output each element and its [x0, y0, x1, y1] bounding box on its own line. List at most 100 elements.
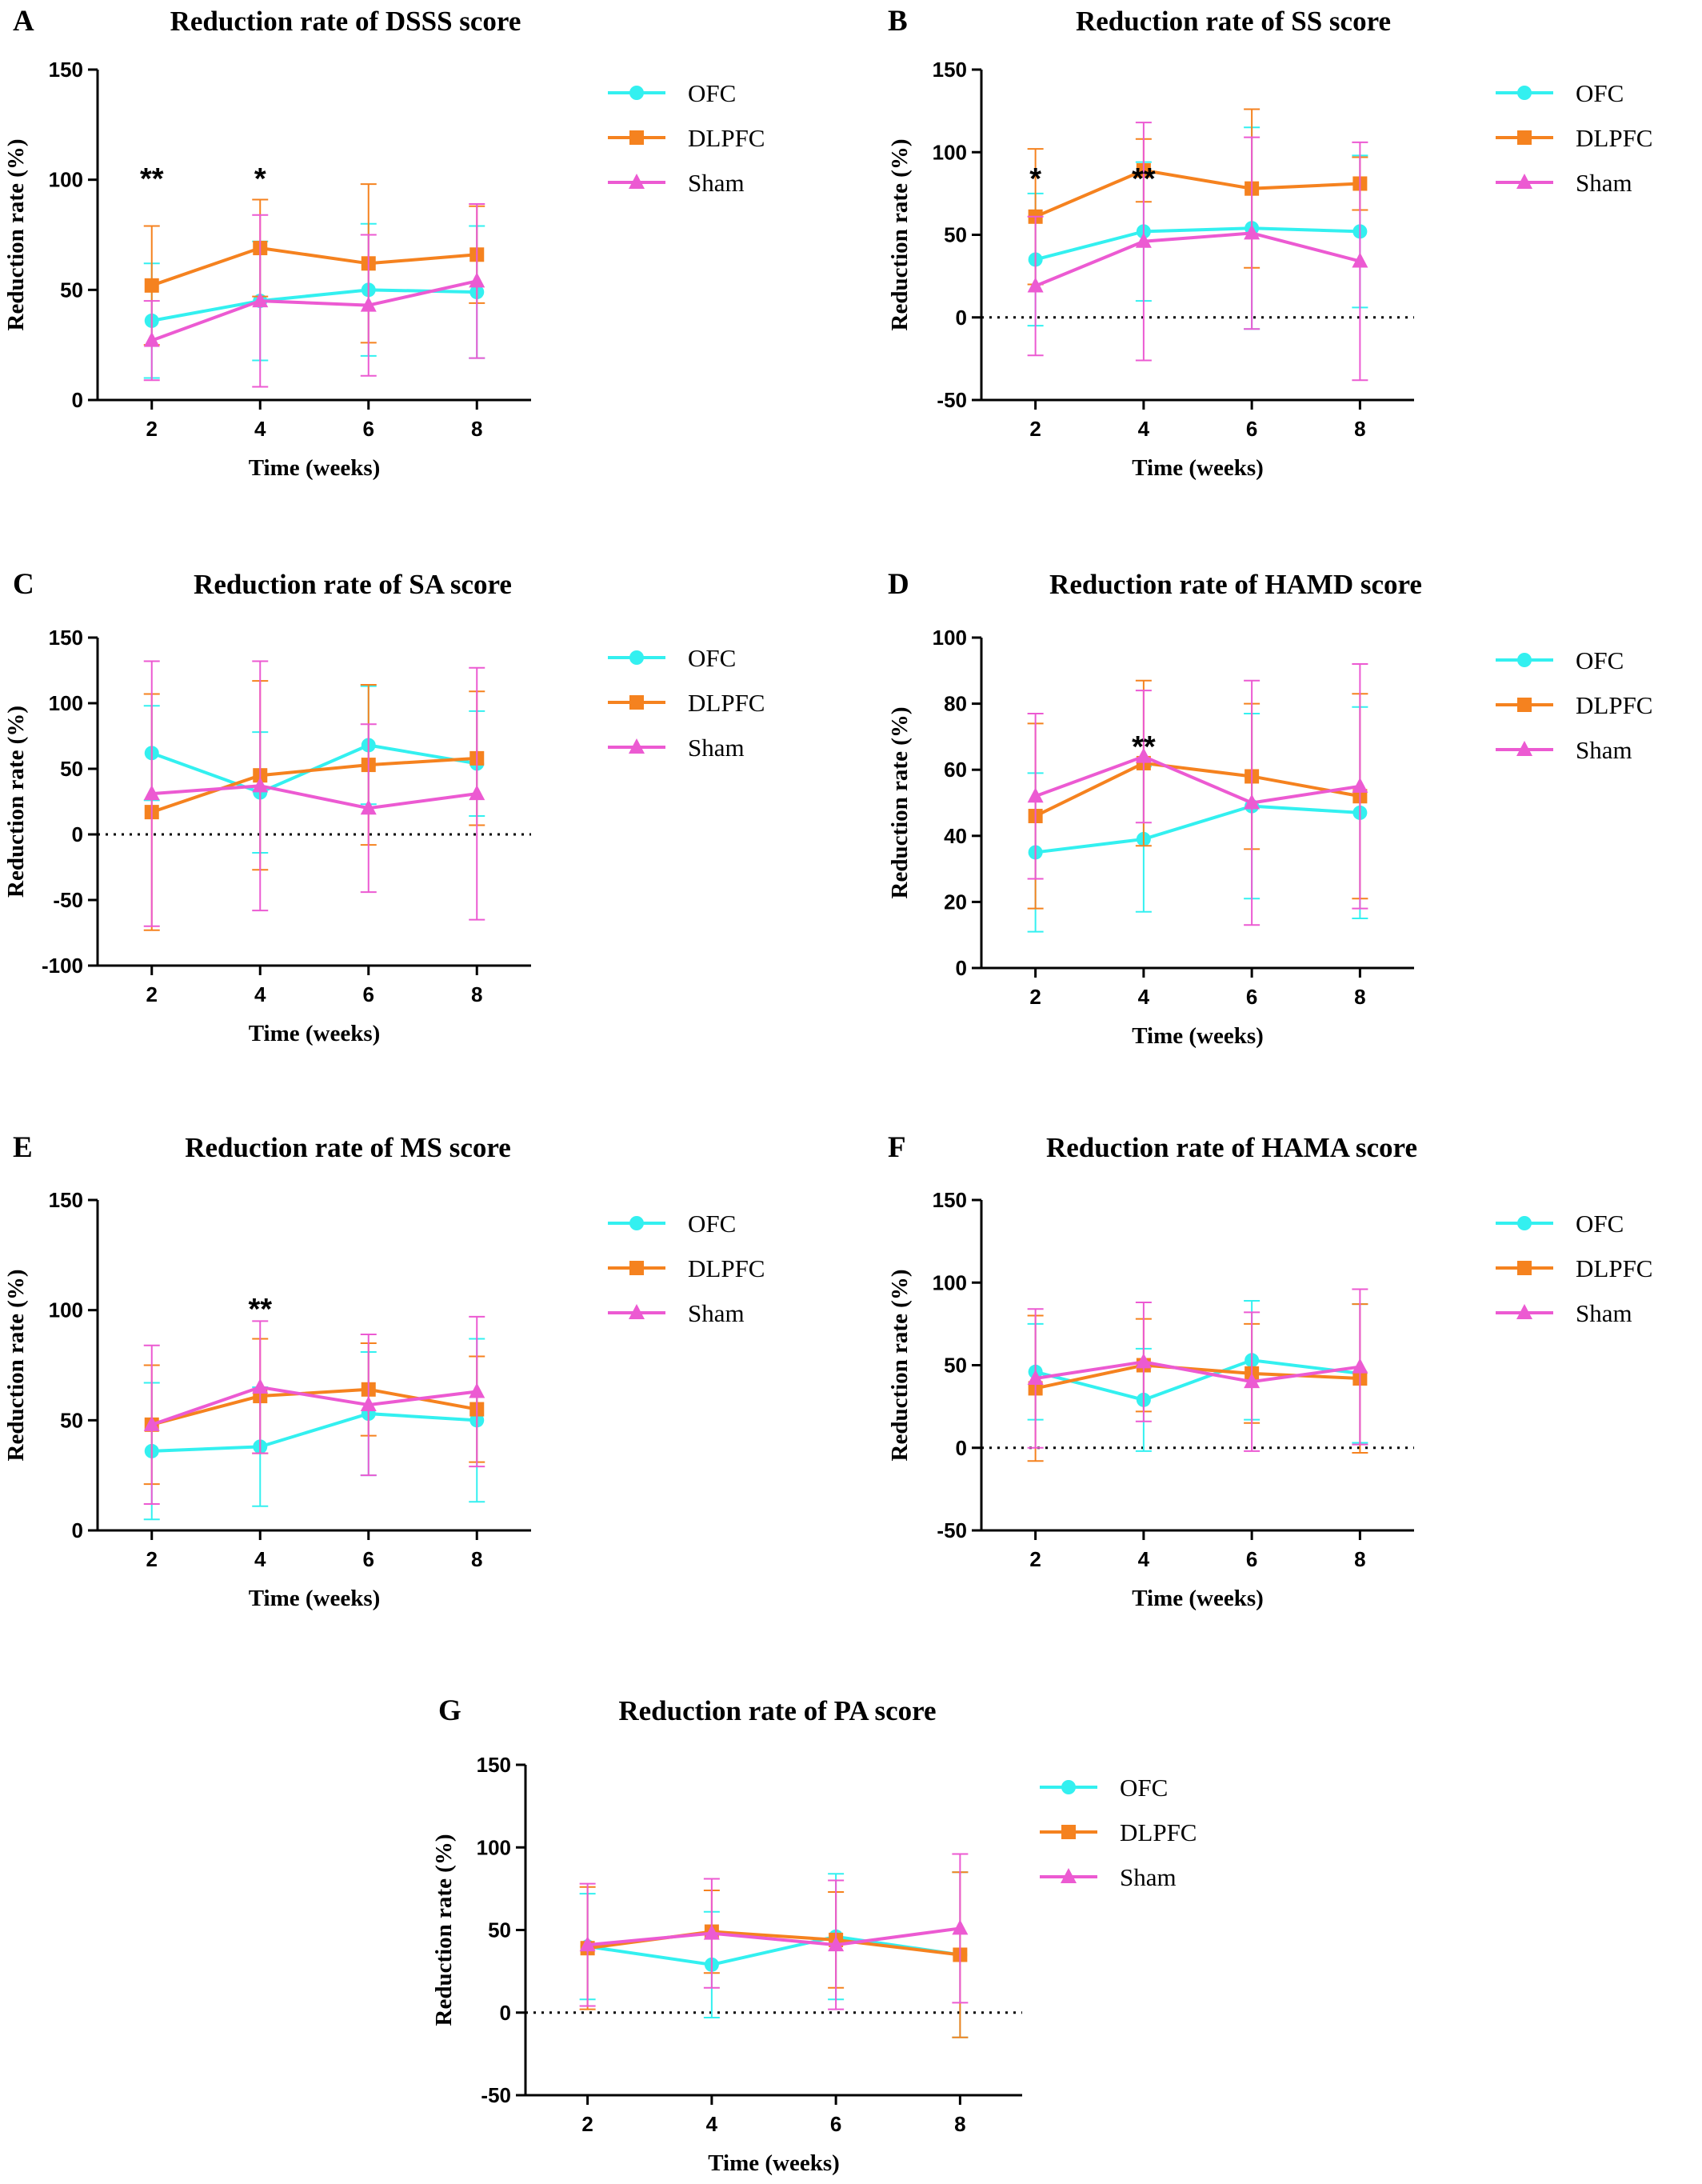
significance-marker: * — [254, 162, 266, 196]
x-tick-label: 6 — [363, 1547, 374, 1571]
y-tick-label: -50 — [937, 1518, 967, 1542]
x-tick-label: 8 — [471, 982, 482, 1006]
y-tick-label: 150 — [49, 626, 83, 650]
series-dlpfc — [1027, 679, 1368, 910]
x-axis-label: Time (weeks) — [1132, 455, 1264, 481]
legend-label: DLPFC — [1576, 691, 1652, 719]
chart-title: Reduction rate of SA score — [194, 569, 512, 600]
data-point — [143, 331, 160, 347]
legend-label: OFC — [688, 644, 736, 672]
y-tick-label: 50 — [60, 278, 83, 302]
y-tick-label: 0 — [72, 1518, 83, 1542]
y-tick-label: -50 — [53, 888, 83, 912]
significance-marker: ** — [248, 1293, 272, 1326]
y-tick-label: 0 — [956, 956, 967, 980]
x-tick-label: 2 — [1029, 1547, 1041, 1571]
series-line — [1035, 226, 1360, 262]
legend-marker — [1517, 653, 1532, 667]
x-tick-label: 4 — [1138, 985, 1150, 1009]
data-point — [952, 1919, 969, 1935]
data-point — [1244, 224, 1261, 240]
y-tick-label: 0 — [72, 822, 83, 846]
series-ofc — [143, 222, 485, 379]
legend-marker — [629, 1261, 644, 1275]
series-sham — [143, 202, 485, 388]
x-tick-label: 6 — [1246, 1547, 1257, 1571]
series-line — [587, 1926, 961, 1947]
x-axis-label: Time (weeks) — [708, 2150, 840, 2176]
x-tick-label: 2 — [1029, 985, 1041, 1009]
y-tick-label: 50 — [60, 757, 83, 781]
legend-label: OFC — [1120, 1774, 1168, 1802]
panel-letter: D — [888, 568, 909, 601]
series-line — [151, 1412, 477, 1453]
y-axis-label: Reduction rate (%) — [887, 138, 913, 330]
y-axis-label: Reduction rate (%) — [3, 138, 29, 330]
legend-marker — [1517, 1216, 1532, 1230]
legend-label: Sham — [688, 169, 745, 197]
series-line — [587, 1934, 961, 1966]
legend-label: Sham — [688, 734, 745, 762]
legend: OFC DLPFC Sham — [1496, 79, 1652, 197]
y-tick-label: 0 — [72, 388, 83, 412]
legend-label: DLPFC — [688, 124, 765, 152]
series-ofc — [1027, 706, 1368, 933]
panel-letter: B — [888, 5, 908, 38]
chart-title: Reduction rate of HAMD score — [1049, 569, 1422, 600]
y-axis-label: Reduction rate (%) — [3, 1269, 29, 1461]
data-point — [252, 1378, 269, 1394]
series-sham — [579, 1853, 969, 2010]
data-point — [1135, 747, 1152, 763]
y-tick-label: 50 — [944, 1354, 967, 1378]
x-tick-label: 8 — [471, 417, 482, 441]
y-tick-label: 100 — [933, 626, 967, 650]
legend-label: Sham — [1120, 1863, 1177, 1891]
series-ofc — [143, 1338, 485, 1521]
x-axis-label: Time (weeks) — [1132, 1586, 1264, 1611]
legend-label: OFC — [1576, 79, 1624, 107]
series-dlpfc — [143, 680, 485, 931]
legend-marker — [1516, 741, 1532, 756]
data-point — [360, 296, 377, 312]
y-tick-label: 100 — [477, 1835, 511, 1859]
legend: OFC DLPFC Sham — [1040, 1774, 1197, 1891]
legend-marker — [1517, 86, 1532, 100]
data-point — [469, 272, 485, 288]
series-line — [1035, 1360, 1360, 1384]
y-axis-label: Reduction rate (%) — [887, 706, 913, 898]
legend-marker — [1516, 174, 1532, 189]
panel-e: E Reduction rate of MS score 0 50 100 150 2 4 6 8… — [3, 1131, 765, 1611]
x-tick-label: 8 — [1354, 417, 1365, 441]
panel-letter: E — [13, 1131, 33, 1164]
legend-marker — [629, 1304, 645, 1319]
data-point — [828, 1936, 845, 1952]
y-tick-label: -50 — [481, 2083, 511, 2107]
panel-letter: G — [438, 1694, 461, 1727]
x-tick-label: 2 — [146, 982, 158, 1006]
data-point — [1352, 1358, 1368, 1374]
y-tick-label: 150 — [933, 1188, 967, 1212]
panel-letter: A — [13, 5, 34, 38]
legend-label: OFC — [688, 79, 736, 107]
x-tick-label: 6 — [1246, 417, 1257, 441]
series-line — [151, 246, 477, 287]
series-line — [1035, 1363, 1360, 1390]
data-point — [1027, 277, 1044, 293]
panel-f: F Reduction rate of HAMA score -50 0 50 100 15… — [887, 1131, 1652, 1611]
data-point — [1352, 252, 1368, 268]
y-tick-label: 0 — [956, 306, 967, 330]
legend-marker — [1517, 698, 1532, 712]
legend-label: OFC — [688, 1210, 736, 1238]
y-tick-label: 0 — [956, 1436, 967, 1460]
x-tick-label: 4 — [254, 1547, 266, 1571]
significance-marker: ** — [1132, 730, 1156, 764]
series-sham — [1027, 122, 1368, 382]
legend-label: Sham — [688, 1299, 745, 1327]
data-point — [1352, 777, 1368, 793]
x-axis-label: Time (weeks) — [249, 1021, 381, 1046]
chart-title: Reduction rate of PA score — [618, 1695, 936, 1726]
data-point — [579, 1936, 596, 1952]
data-point — [144, 278, 159, 293]
legend: OFC DLPFC Sham — [1496, 1210, 1652, 1327]
